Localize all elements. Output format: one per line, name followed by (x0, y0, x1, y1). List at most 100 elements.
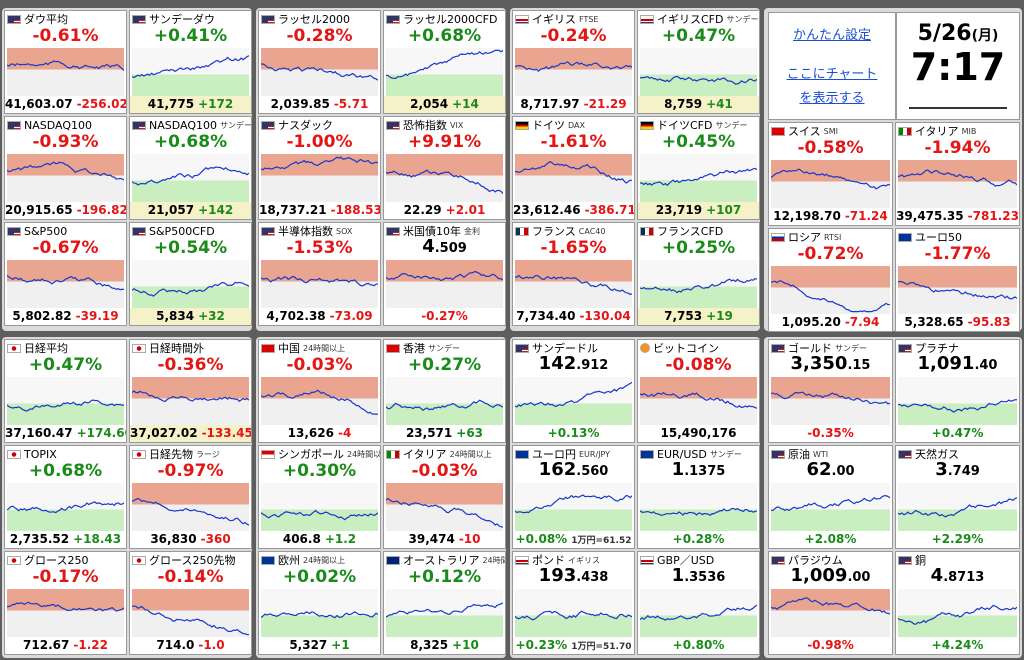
market-tile[interactable]: S&P500 -0.67% 5,802.82 -39.19 (4, 222, 127, 326)
tile-change-percent: -0.03% (286, 355, 353, 375)
market-tile[interactable]: ビットコイン -0.08% 15,490,176 (637, 339, 760, 443)
sparkline-line (132, 391, 249, 401)
market-tile[interactable]: 恐怖指数 VIX +9.91% 22.29 +2.01 (383, 116, 506, 220)
tile-sparkline (261, 154, 378, 202)
market-tile[interactable]: TOPIX +0.68% 2,735.52 +18.43 (4, 445, 127, 549)
tile-title: フランス (532, 225, 576, 238)
sparkline-line (386, 272, 503, 281)
tile-change-value: -4 (337, 426, 352, 440)
market-tile[interactable]: 天然ガス 3.749 +2.29% (895, 445, 1020, 549)
tile-change-value: -95.83 (967, 315, 1011, 329)
market-tile[interactable]: 日経時間外 -0.36% 37,027.02 -133.45 (129, 339, 252, 443)
tile-header: ラッセル2000 (259, 11, 380, 27)
market-tile[interactable]: S&P500CFD +0.54% 5,834 +32 (129, 222, 252, 326)
sparkline-line (771, 496, 890, 511)
tile-change-percent: -0.35% (807, 426, 854, 440)
market-tile[interactable]: サンデーダウ +0.41% 41,775 +172 (129, 10, 252, 114)
tile-header: 半導体指数 SOX (259, 223, 380, 239)
market-tile[interactable]: ユーロ50 -1.77% 5,328.65 -95.83 (895, 228, 1020, 332)
market-tile[interactable]: ユーロ円 EUR/JPY 162.560 +0.08% 1万円=61.52 (512, 445, 635, 549)
market-tile[interactable]: イタリア MIB -1.94% 39,475.35 -781.23 (895, 122, 1020, 226)
market-tile[interactable]: 中国 24時間以上 -0.03% 13,626 -4 (258, 339, 381, 443)
tile-price: 1.3536 (671, 565, 726, 586)
market-tile[interactable]: ポンド イギリス 193.438 +0.23% 1万円=51.70 (512, 551, 635, 655)
tile-title: シンガポール (278, 448, 344, 461)
sparkline-line (898, 282, 1017, 299)
tile-price: 4.509 (422, 236, 467, 257)
market-tile[interactable]: 香港 サンデー +0.27% 23,571 +63 (383, 339, 506, 443)
market-tile[interactable]: スイス SMI -0.58% 12,198.70 -71.24 (768, 122, 893, 226)
sparkline-svg (386, 260, 503, 308)
sparkline-line (640, 605, 757, 620)
market-tile[interactable]: NASDAQ100 -0.93% 20,915.65 -196.82 (4, 116, 127, 220)
tile-title: ユーロ円 (532, 448, 576, 461)
tile-footer: 714.0 -1.0 (130, 637, 251, 654)
sparkline-svg (515, 589, 632, 637)
tile-change-value: +174.60 (76, 426, 126, 440)
market-tile[interactable]: 欧州 24時間以上 +0.02% 5,327 +1 (258, 551, 381, 655)
tile-grid: ラッセル2000 -0.28% 2,039.85 -5.71 ラッセル2000CF… (258, 10, 506, 326)
market-tile[interactable]: イギリスCFD サンデー +0.47% 8,759 +41 (637, 10, 760, 114)
tile-change-value: +1.2 (324, 532, 357, 546)
market-tile[interactable]: 原油 WTI 62.00 +2.08% (768, 445, 893, 549)
market-tile[interactable]: ラッセル2000CFD +0.68% 2,054 +14 (383, 10, 506, 114)
tile-change-value: -781.23 (967, 209, 1019, 223)
market-tile[interactable]: ドイツ DAX -1.61% 23,612.46 -386.71 (512, 116, 635, 220)
market-tile[interactable]: EUR/USD サンデー 1.1375 +0.28% (637, 445, 760, 549)
tile-change-percent: +9.91% (407, 132, 482, 152)
market-tile[interactable]: フランスCFD +0.25% 7,753 +19 (637, 222, 760, 326)
sparkline-svg (640, 260, 757, 308)
tile-footer: -0.27% (384, 308, 505, 325)
market-tile[interactable]: フランス CAC40 -1.65% 7,734.40 -130.04 (512, 222, 635, 326)
us-flag-icon (386, 226, 400, 236)
tile-price: 3,350.15 (790, 353, 871, 374)
market-tile[interactable]: イギリス FTSE -0.24% 8,717.97 -21.29 (512, 10, 635, 114)
tile-footer: 15,490,176 (638, 425, 759, 442)
market-tile[interactable]: ドイツCFD サンデー +0.45% 23,719 +107 (637, 116, 760, 220)
tile-change-value: +142 (198, 203, 234, 217)
market-tile[interactable]: イタリア 24時間以上 -0.03% 39,474 -10 (383, 445, 506, 549)
sparkline-line (132, 606, 249, 634)
tile-footer: 5,834 +32 (130, 308, 251, 325)
market-tile[interactable]: ゴールド サンデー 3,350.15 -0.35% (768, 339, 893, 443)
tile-change-percent: +0.68% (28, 461, 103, 481)
tile-change-value: -196.82 (76, 203, 127, 217)
tile-title: フランスCFD (657, 225, 724, 238)
market-tile[interactable]: 日経平均 +0.47% 37,160.47+174.60 (4, 339, 127, 443)
market-tile[interactable]: オーストラリア 24時間以上 +0.12% 8,325+10 (383, 551, 506, 655)
uk-flag-icon (515, 555, 529, 565)
sparkline-svg (386, 483, 503, 531)
tile-subtitle: 24時間以上 (449, 449, 492, 459)
tile-change-value: -130.04 (579, 309, 631, 323)
market-tile[interactable]: ラッセル2000 -0.28% 2,039.85 -5.71 (258, 10, 381, 114)
market-tile[interactable]: サンデードル 142.912 +0.13% (512, 339, 635, 443)
market-tile[interactable]: グロース250先物 -0.14% 714.0 -1.0 (129, 551, 252, 655)
sparkline-svg (771, 589, 890, 637)
tile-footer: +0.47% (896, 425, 1019, 442)
market-tile[interactable]: ダウ平均 -0.61% 41,603.07 -256.02 (4, 10, 127, 114)
sparkline-svg (898, 377, 1017, 425)
market-tile[interactable]: 日経先物 ラージ -0.97% 36,830 -360 (129, 445, 252, 549)
us-flag-icon (132, 120, 146, 130)
tile-value: 714.0 (156, 638, 195, 652)
market-tile[interactable]: シンガポール 24時間以上 +0.30% 406.8+1.2 (258, 445, 381, 549)
tile-change-percent: +0.68% (153, 132, 228, 152)
market-tile[interactable]: ロシア RTSI -0.72% 1,095.20 -7.94 (768, 228, 893, 332)
market-tile[interactable]: NASDAQ100 サンデー +0.68% 21,057 +142 (129, 116, 252, 220)
easy-setup-link[interactable]: かんたん設定 (792, 28, 871, 43)
tile-value: 23,719 (655, 203, 703, 217)
de-flag-icon (515, 120, 529, 130)
market-tile[interactable]: GBP／USD 1.3536 +0.80% (637, 551, 760, 655)
market-tile[interactable]: プラチナ 1,091.40 +0.47% (895, 339, 1020, 443)
market-tile[interactable]: 米国債10年 金利 4.509 -0.27% (383, 222, 506, 326)
market-tile[interactable]: 銅 4.8713 +4.24% (895, 551, 1020, 655)
show-chart-link[interactable]: ここにチャートを表示する (786, 67, 878, 106)
market-tile[interactable]: ナスダック -1.00% 18,737.21 -188.53 (258, 116, 381, 220)
market-tile[interactable]: パラジウム 1,009.00 -0.98% (768, 551, 893, 655)
market-tile[interactable]: 半導体指数 SOX -1.53% 4,702.38 -73.09 (258, 222, 381, 326)
market-tile[interactable]: グロース250 -0.17% 712.67 -1.22 (4, 551, 127, 655)
tile-header: TOPIX (5, 446, 126, 462)
tile-price: 142.912 (538, 353, 609, 374)
tile-header: サンデーダウ (130, 11, 251, 27)
tile-change-percent: +0.28% (672, 532, 725, 546)
